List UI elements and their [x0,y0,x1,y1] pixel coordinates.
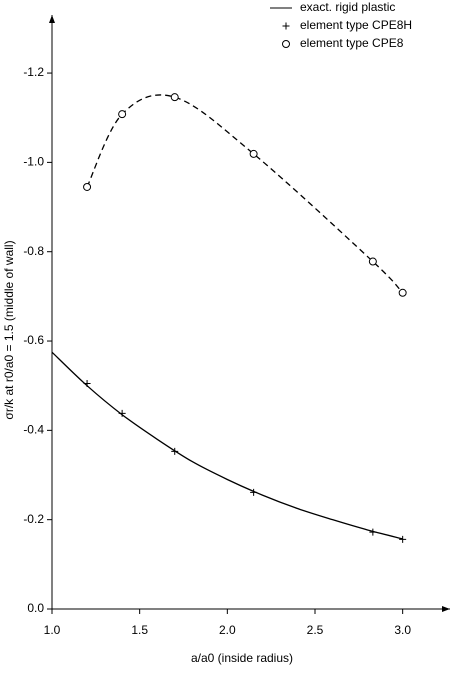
plus-marker [369,528,377,536]
circle-marker [368,257,377,266]
x-axis-arrow [442,606,450,612]
y-axis-arrow [49,15,55,23]
legend-label: element type CPE8H [300,18,412,32]
x-tick-label: 2.5 [307,623,324,637]
legend-label: element type CPE8 [300,36,404,50]
x-tick-label: 1.5 [131,623,148,637]
y-tick-label: -1.2 [23,65,44,79]
plus-marker [171,447,179,455]
y-tick-label: 0.0 [27,601,44,615]
plus-marker [118,409,126,417]
y-axis-label: σr/k at r0/a0 = 1.5 (middle of wall) [2,240,16,419]
legend-marker [282,40,290,48]
x-tick-label: 3.0 [394,623,411,637]
series-line [86,94,404,294]
y-tick-label: -0.6 [23,333,44,347]
series-line [51,351,403,540]
circle-marker [398,288,407,297]
legend-marker [282,22,290,30]
y-tick-label: -0.4 [23,423,44,437]
y-tick-label: -0.2 [23,512,44,526]
circle-marker [249,149,258,158]
circle-marker [170,93,179,102]
legend-label: exact. rigid plastic [300,0,395,14]
plus-marker [399,535,407,543]
plus-marker [250,488,258,496]
circle-marker [118,110,127,119]
y-tick-label: -0.8 [23,244,44,258]
x-tick-label: 1.0 [44,623,61,637]
y-tick-label: -1.0 [23,155,44,169]
x-tick-label: 2.0 [219,623,236,637]
plus-marker [83,379,91,387]
circle-marker [83,182,92,191]
x-axis-label: a/a0 (inside radius) [191,651,293,665]
